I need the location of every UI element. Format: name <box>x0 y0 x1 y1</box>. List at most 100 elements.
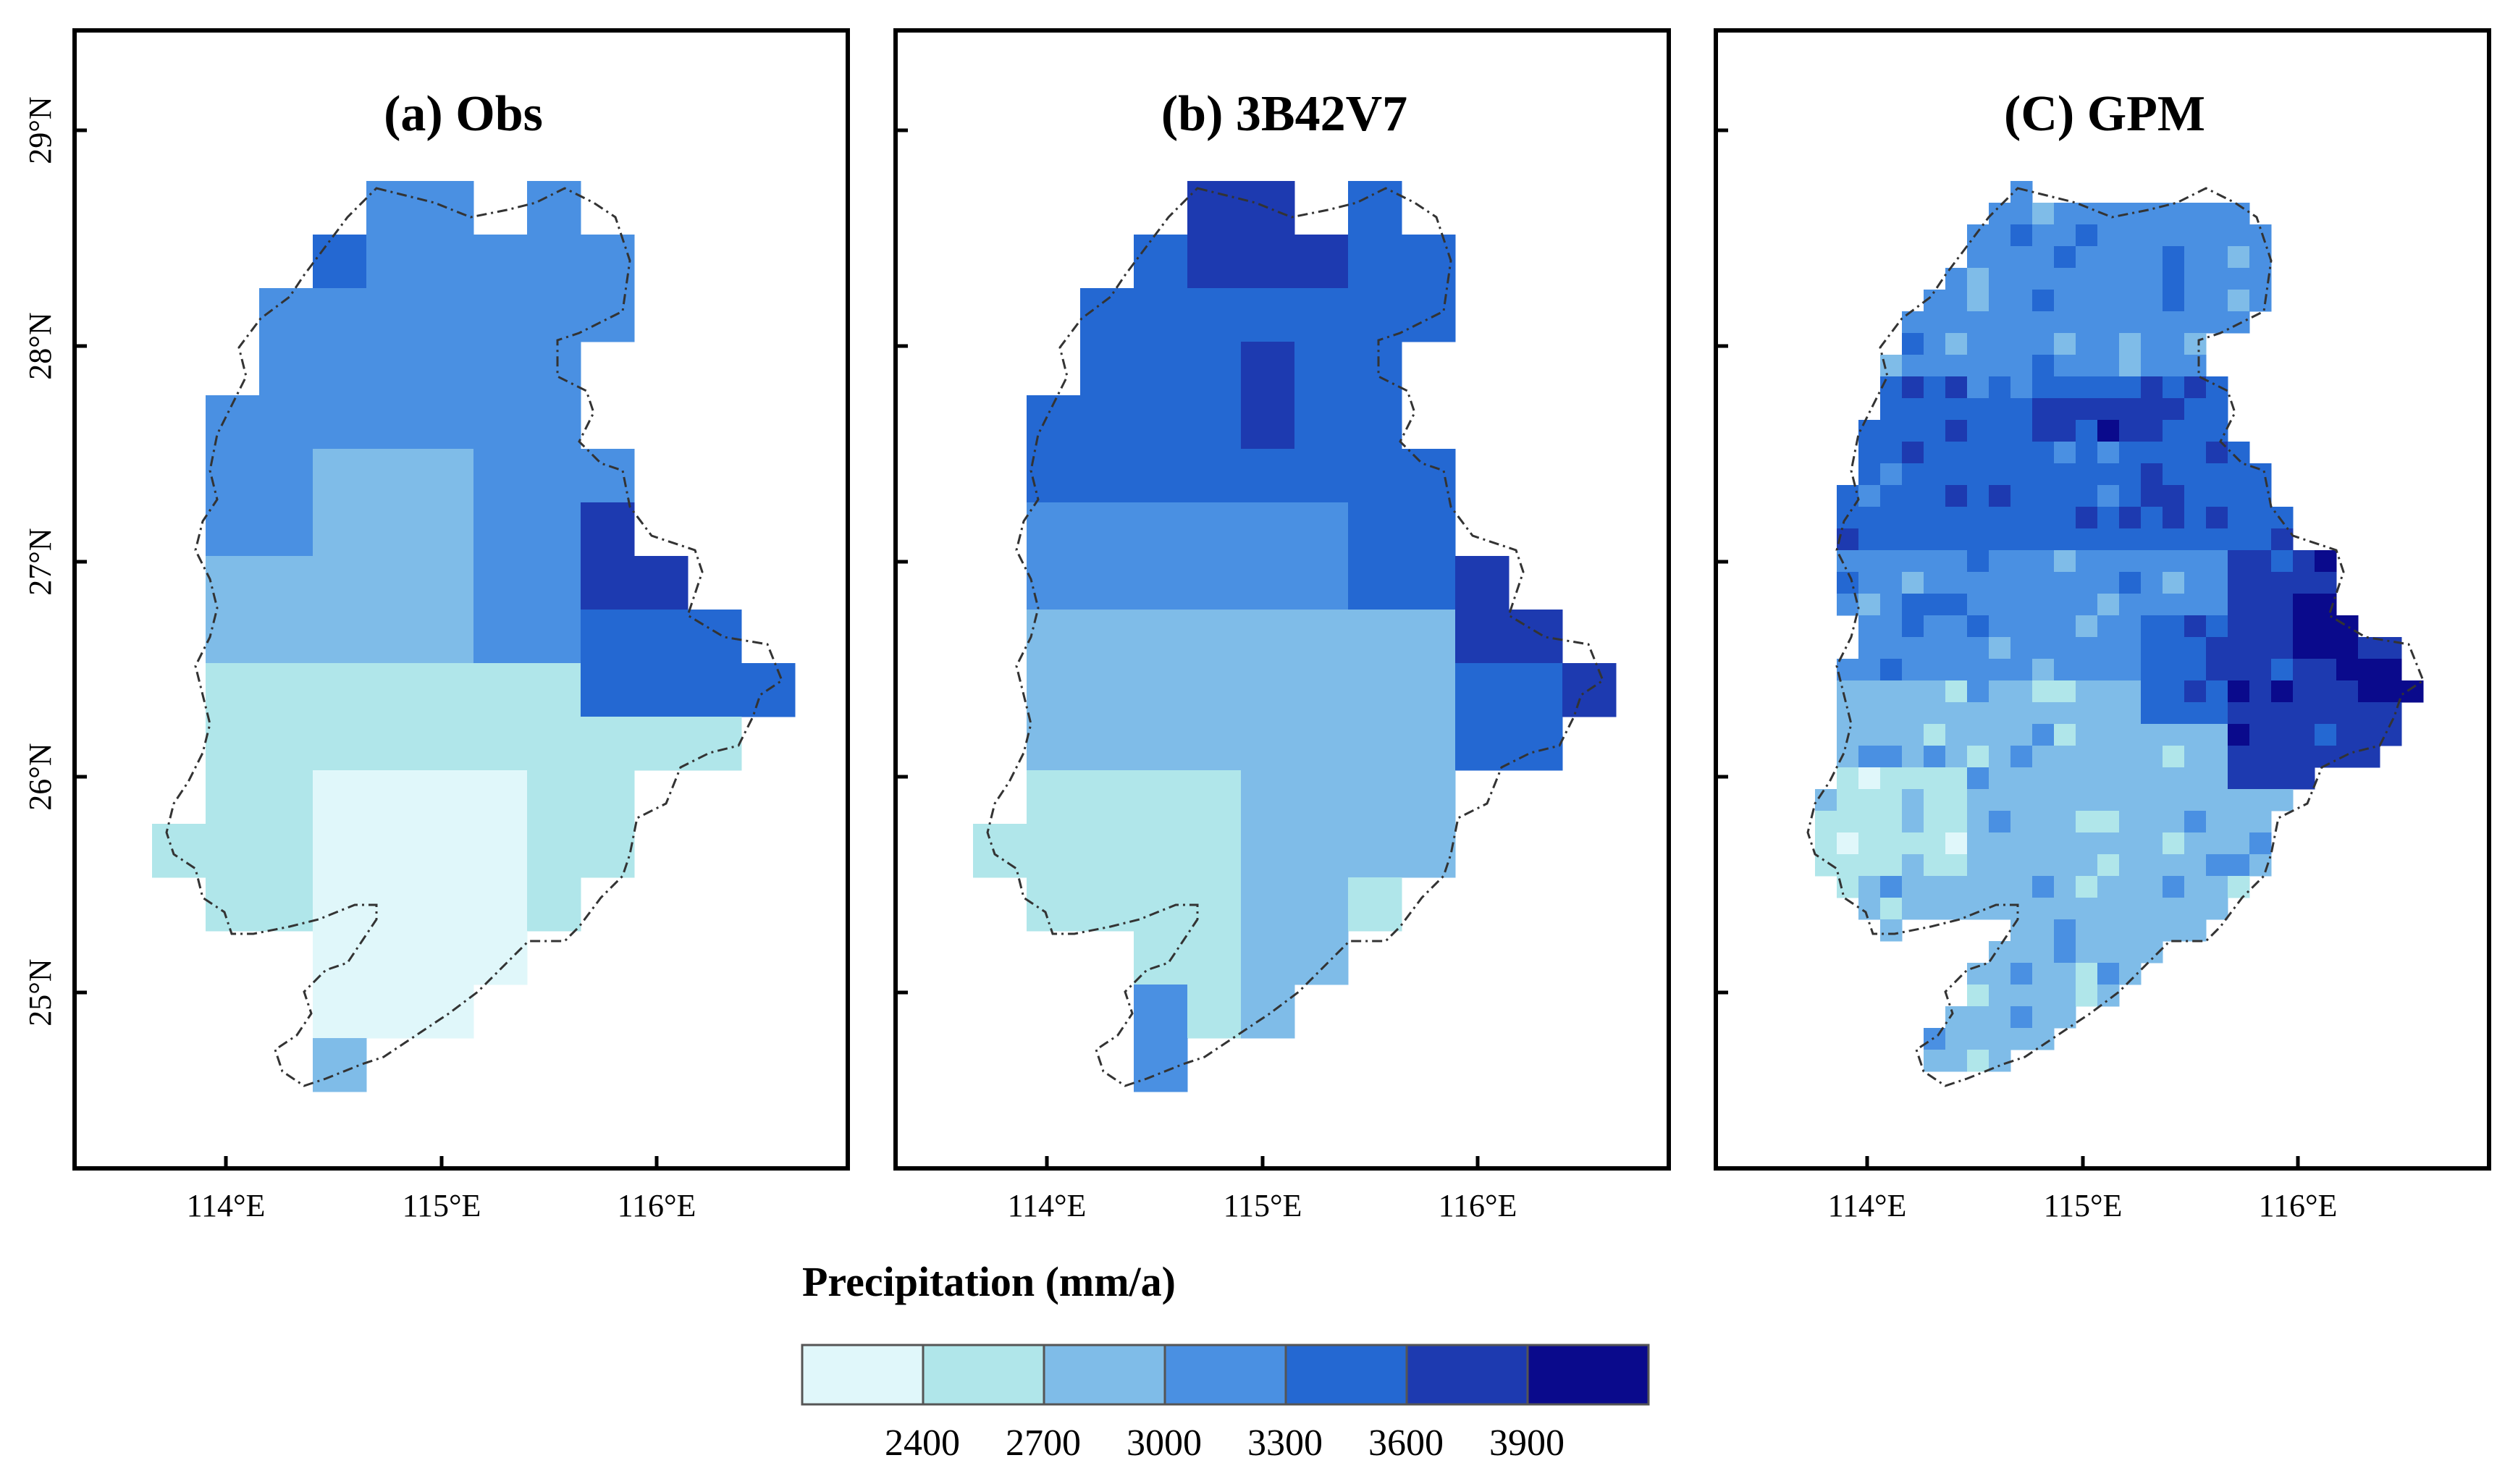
legend-swatch <box>1405 1344 1529 1406</box>
grid-cell <box>527 342 581 396</box>
grid-cell <box>1509 663 1563 717</box>
grid-cell <box>2141 507 2163 529</box>
grid-cell <box>1241 342 1295 396</box>
grid-cell <box>259 449 313 503</box>
grid-cell <box>527 770 581 825</box>
grid-cell <box>2032 311 2055 334</box>
grid-cell <box>2141 832 2163 855</box>
grid-cell <box>2076 963 2098 985</box>
grid-cell <box>2119 680 2142 703</box>
grid-cell <box>1241 663 1295 717</box>
grid-cell <box>1858 767 1881 790</box>
grid-cell <box>2010 463 2033 486</box>
grid-cell <box>1858 746 1881 768</box>
grid-cell <box>1945 442 1968 464</box>
grid-cell <box>2336 724 2359 746</box>
grid-cell <box>1294 502 1349 557</box>
grid-cell <box>527 502 581 557</box>
grid-cell <box>2358 637 2380 659</box>
grid-cell <box>2076 637 2098 659</box>
grid-cell <box>2119 442 2142 464</box>
grid-cell <box>1187 931 1242 985</box>
grid-cell <box>2097 594 2120 616</box>
grid-cell <box>1080 877 1134 932</box>
grid-cell <box>2076 224 2098 247</box>
grid-cell <box>1924 832 1946 855</box>
grid-cell <box>1989 963 2011 985</box>
grid-cell <box>2163 224 2185 247</box>
grid-cell <box>2315 550 2337 573</box>
lon-label: 114°E <box>187 1188 266 1223</box>
grid-cell <box>634 556 689 610</box>
grid-cell <box>2228 680 2250 703</box>
grid-cell <box>1837 550 1859 573</box>
grid-cell <box>2184 420 2207 442</box>
grid-cell <box>2076 398 2098 421</box>
grid-cell <box>1402 663 1456 717</box>
grid-cell <box>1924 898 1946 920</box>
grid-cell <box>2032 1006 2055 1029</box>
grid-cell <box>2228 767 2250 790</box>
grid-cell <box>527 824 581 878</box>
grid-cell <box>2054 311 2076 334</box>
grid-cell <box>527 449 581 503</box>
grid-cell <box>1945 702 1968 725</box>
grid-cell <box>2249 507 2272 529</box>
grid-cell <box>2184 290 2207 312</box>
grid-cell <box>2184 680 2207 703</box>
grid-cell <box>2010 246 2033 269</box>
grid-cell <box>1924 680 1946 703</box>
grid-cell <box>1294 824 1349 878</box>
grid-cell <box>2010 398 2033 421</box>
grid-cell <box>2119 355 2142 377</box>
grid-cell <box>366 395 421 450</box>
grid-cell <box>1902 615 1924 638</box>
grid-cell <box>259 502 313 557</box>
grid-cell <box>1348 395 1402 450</box>
grid-cell <box>1348 877 1402 932</box>
grid-cell <box>2054 659 2076 681</box>
grid-cell <box>688 717 742 771</box>
grid-cell <box>1967 528 1989 551</box>
grid-cell <box>2054 680 2076 703</box>
grid-cell <box>1858 485 1881 507</box>
grid-cell <box>1989 420 2011 442</box>
grid-cell <box>2249 594 2272 616</box>
grid-cell <box>2010 941 2033 964</box>
grid-cell <box>2184 442 2207 464</box>
grid-cell <box>1967 724 1989 746</box>
grid-cell <box>2010 1006 2033 1029</box>
grid-cell <box>2141 268 2163 290</box>
grid-cell <box>2097 659 2120 681</box>
grid-cell <box>2184 485 2207 507</box>
grid-cell <box>2032 224 2055 247</box>
grid-cell <box>2380 680 2402 703</box>
grid-cell <box>420 235 474 289</box>
grid-cell <box>1945 1050 1968 1072</box>
grid-cell <box>2249 637 2272 659</box>
grid-cell <box>2184 550 2207 573</box>
grid-cell <box>2119 224 2142 247</box>
grid-cell <box>2119 659 2142 681</box>
grid-cell <box>366 610 421 664</box>
grid-cell <box>1241 985 1295 1039</box>
grid-cell <box>2271 550 2294 573</box>
grid-cell <box>2249 290 2272 312</box>
grid-cell <box>420 877 474 932</box>
grid-cell <box>2141 637 2163 659</box>
grid-cell <box>2010 615 2033 638</box>
grid-cell <box>2163 854 2185 877</box>
grid-cell <box>1880 485 1903 507</box>
grid-cell <box>1967 594 1989 616</box>
grid-cell <box>1924 746 1946 768</box>
grid-cell <box>2010 528 2033 551</box>
grid-cell <box>2097 702 2120 725</box>
grid-cell <box>2184 333 2207 355</box>
grid-cell <box>1902 789 1924 811</box>
grid-cell <box>2228 854 2250 877</box>
grid-cell <box>1967 854 1989 877</box>
grid-cell <box>2054 398 2076 421</box>
grid-cell <box>2119 333 2142 355</box>
grid-cell <box>420 502 474 557</box>
grid-cell <box>1187 717 1242 771</box>
